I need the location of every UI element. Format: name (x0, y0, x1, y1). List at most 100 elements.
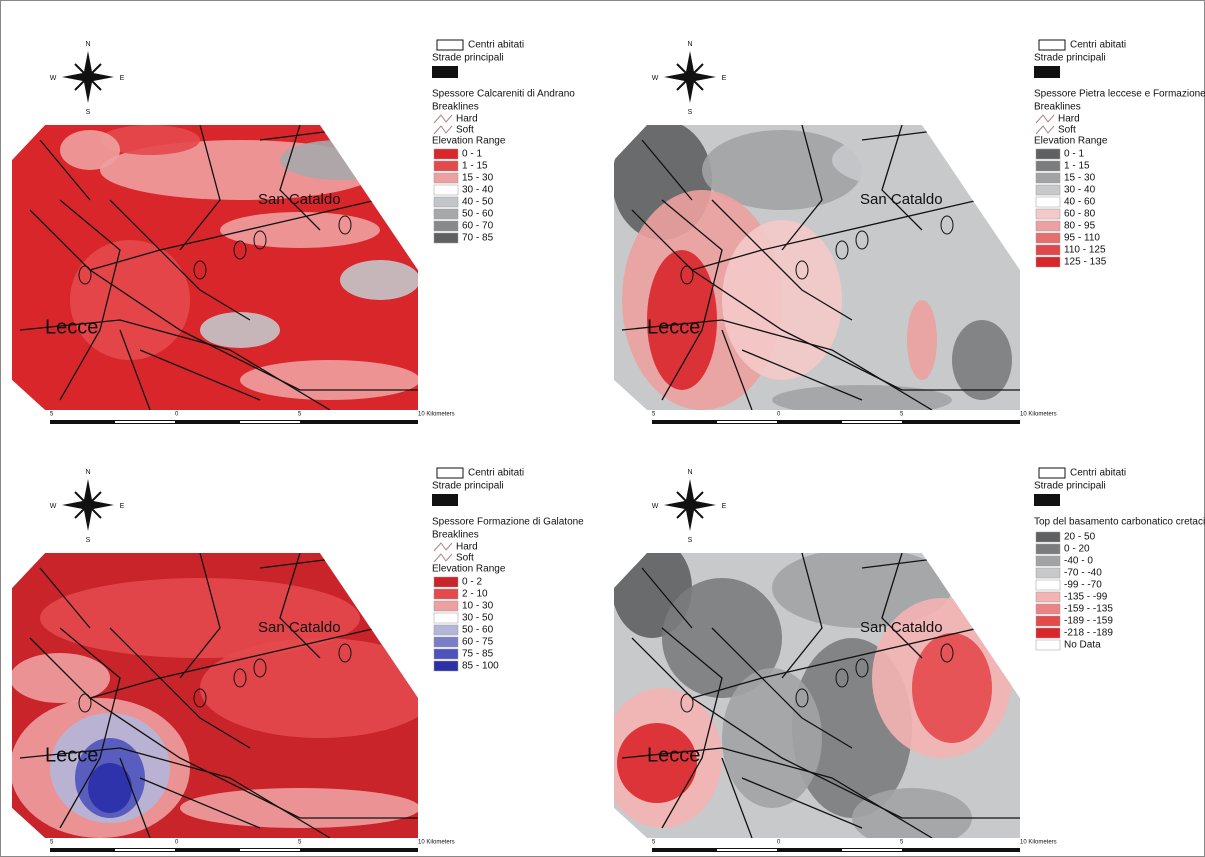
legend-label: -218 - -189 (1064, 628, 1113, 639)
legend-label: 125 - 135 (1064, 257, 1107, 268)
legend-swatch (1036, 197, 1060, 207)
map-zone (340, 260, 420, 300)
legend-swatch (434, 185, 458, 195)
legend-swatch (434, 625, 458, 635)
legend-swatch (1036, 149, 1060, 159)
legend-swatch (1039, 468, 1065, 478)
legend-label: Strade principali (1034, 481, 1106, 492)
legend-swatch (1036, 580, 1060, 590)
legend-swatch (437, 468, 463, 478)
compass-label: E (722, 503, 727, 510)
legend-swatch (1036, 592, 1060, 602)
legend-label: Elevation Range (1034, 136, 1108, 147)
legend-swatch (434, 233, 458, 243)
map-zone (88, 763, 132, 813)
map-zone (60, 130, 120, 170)
place-label: Lecce (45, 316, 98, 338)
legend-label: Hard (456, 542, 478, 553)
place-label: San Cataldo (258, 619, 341, 636)
compass-label: N (687, 469, 692, 476)
map-zone (200, 312, 280, 348)
legend-title: Spessore Pietra leccese e Formazione di … (1034, 89, 1205, 100)
map-zone (180, 788, 420, 828)
legend-swatch (434, 577, 458, 587)
compass-label: S (86, 537, 91, 544)
compass-label: E (120, 503, 125, 510)
compass-label: W (50, 75, 57, 82)
legend-label: Hard (456, 114, 478, 125)
legend-title: Spessore Calcareniti di Andrano (432, 89, 575, 100)
place-label: San Cataldo (258, 191, 341, 208)
legend-swatch (1039, 40, 1065, 50)
scale-label: 10 Kilometers (1020, 840, 1057, 846)
legend-label: 60 - 70 (462, 221, 494, 232)
legend-label: Strade principali (432, 481, 504, 492)
legend-label: 2 - 10 (462, 589, 488, 600)
legend-label: Elevation Range (432, 136, 506, 147)
legend-swatch (1036, 233, 1060, 243)
scale-bar (842, 421, 902, 423)
scale-bar (50, 420, 418, 424)
legend-label: Hard (1058, 114, 1080, 125)
legend-label: Strade principali (432, 53, 504, 64)
map-zone (10, 653, 110, 703)
legend-swatch (434, 601, 458, 611)
scale-bar (842, 849, 902, 851)
place-label: Lecce (647, 744, 700, 766)
legend-label: 20 - 50 (1064, 532, 1096, 543)
legend-label: 1 - 15 (1064, 161, 1090, 172)
legend-swatch (434, 637, 458, 647)
map-zone (722, 668, 822, 808)
legend-label: 60 - 80 (1064, 209, 1096, 220)
legend-swatch (1034, 494, 1060, 506)
compass-label: S (688, 537, 693, 544)
legend-swatch (432, 494, 458, 506)
legend-label: 40 - 50 (462, 197, 494, 208)
legend-swatch (434, 589, 458, 599)
legend-swatch (1036, 221, 1060, 231)
scale-bar (115, 421, 175, 423)
scale-bar (240, 849, 300, 851)
legend-label: 80 - 95 (1064, 221, 1096, 232)
legend-swatch (1036, 173, 1060, 183)
legend-label: Soft (456, 553, 474, 564)
compass-label: S (86, 109, 91, 116)
compass-label: W (652, 503, 659, 510)
legend-label: 0 - 1 (1064, 149, 1084, 160)
map-zone (952, 320, 1012, 400)
legend-swatch (434, 173, 458, 183)
scale-bar (652, 420, 1020, 424)
legend-label: Breaklines (432, 102, 479, 113)
scale-bar (717, 421, 777, 423)
map-zone (240, 360, 420, 400)
legend-swatch (434, 209, 458, 219)
compass-label: N (85, 469, 90, 476)
legend-swatch (1036, 544, 1060, 554)
legend-label: 85 - 100 (462, 661, 499, 672)
map-zone (722, 220, 842, 380)
legend-label: 40 - 60 (1064, 197, 1096, 208)
legend-label: 0 - 20 (1064, 544, 1090, 555)
place-label: San Cataldo (860, 191, 943, 208)
legend-label: Soft (456, 125, 474, 136)
scale-bar (652, 848, 1020, 852)
legend-label: Centri abitati (1070, 468, 1126, 479)
legend-swatch (434, 161, 458, 171)
legend-swatch (1036, 616, 1060, 626)
compass-label: N (85, 41, 90, 48)
legend-label: 50 - 60 (462, 209, 494, 220)
legend-label: Breaklines (1034, 102, 1081, 113)
legend-swatch (434, 613, 458, 623)
legend-swatch (432, 66, 458, 78)
legend-label: Breaklines (432, 530, 479, 541)
figure: LecceSan CataldoNWES50510 KilometersCent… (0, 0, 1205, 857)
legend-label: 60 - 75 (462, 637, 494, 648)
scale-bar (115, 849, 175, 851)
compass-label: E (120, 75, 125, 82)
legend-label: 50 - 60 (462, 625, 494, 636)
legend-swatch (1036, 185, 1060, 195)
legend-swatch (1036, 245, 1060, 255)
scale-bar (240, 421, 300, 423)
legend-label: 110 - 125 (1064, 245, 1106, 256)
legend-label: 0 - 1 (462, 149, 482, 160)
